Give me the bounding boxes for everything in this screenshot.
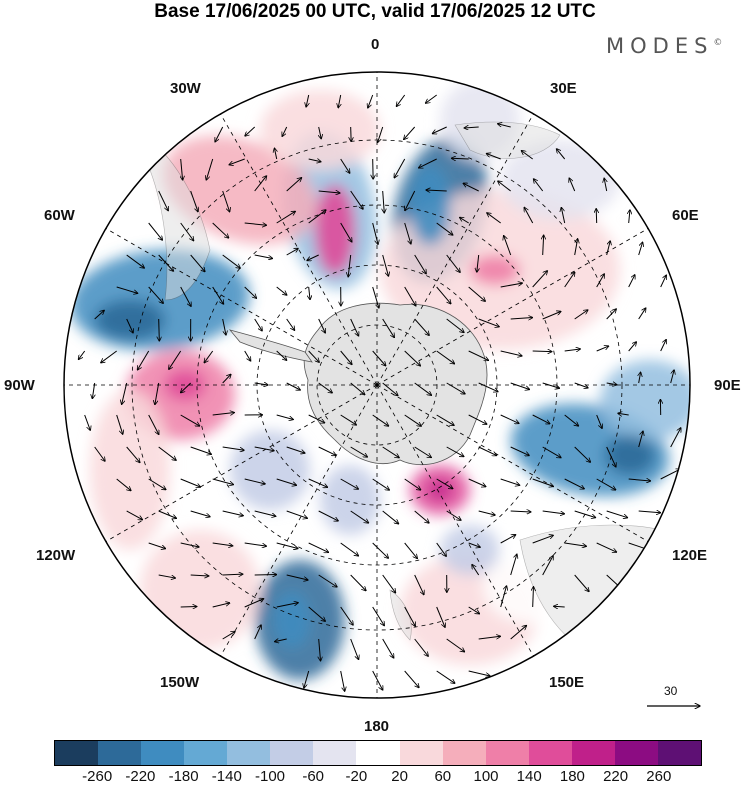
lon-label-120w: 120W [36,547,75,564]
anomaly-blob [320,465,380,535]
colorbar-segment [658,741,701,765]
wind-arrow [596,209,597,223]
lon-label-60w: 60W [44,207,75,224]
colorbar-segment [486,741,529,765]
colorbar-tick-label: 60 [434,768,451,785]
colorbar-tick-label: -220 [125,768,155,785]
colorbar-tick-label: -20 [346,768,368,785]
colorbar-segment [184,741,227,765]
lon-label-150e: 150E [549,674,584,691]
polar-map [0,0,750,735]
colorbar-segment [98,741,141,765]
colorbar-segment [572,741,615,765]
colorbar-tick-label: 100 [473,768,498,785]
anomaly-blob [140,530,260,650]
colorbar-tick-label: 140 [517,768,542,785]
colorbar-tick-label: 180 [560,768,585,785]
anomaly-blob [600,360,700,440]
anomaly-blob [260,90,380,170]
wind-arrow [159,319,160,341]
anomaly-blob [90,390,170,550]
anomaly-core [428,480,452,500]
colorbar-tick-label: -60 [302,768,324,785]
colorbar-tick-label: -100 [255,768,285,785]
anomaly-core [274,592,310,648]
colorbar-segment [55,741,98,765]
lon-label-30w: 30W [170,80,201,97]
colorbar-segment [141,741,184,765]
colorbar-tick-label: -140 [212,768,242,785]
lon-label-180: 180 [364,718,389,735]
anomaly-core [410,165,450,245]
colorbar [54,740,702,766]
colorbar-segment [227,741,270,765]
lon-label-90e: 90E [714,377,741,394]
lon-label-90w: 90W [4,377,35,394]
colorbar-segment [270,741,313,765]
colorbar-segment [529,741,572,765]
lon-label-150w: 150W [160,674,199,691]
colorbar-segment [356,741,399,765]
lon-label-60e: 60E [672,207,699,224]
colorbar-tick-label: 260 [646,768,671,785]
wind-arrow [533,351,552,352]
colorbar-ticks: -260 -220 -180 -140 -100 -60 -20 20 60 100 140 180 2… [0,768,750,784]
colorbar-tick-label: -180 [169,768,199,785]
colorbar-tick-label: -260 [82,768,112,785]
wind-scale-label: 30 [664,684,677,698]
colorbar-tick-label: 220 [603,768,628,785]
lon-label-30e: 30E [550,80,577,97]
anomaly-core [605,435,655,475]
colorbar-segment [400,741,443,765]
colorbar-segment [443,741,486,765]
lon-label-0: 0 [371,36,379,53]
colorbar-segment [313,741,356,765]
anomaly-core [95,300,165,340]
colorbar-segment [615,741,658,765]
anomaly-core [315,185,355,275]
anomaly-blob [230,430,310,510]
lon-label-120e: 120E [672,547,707,564]
colorbar-tick-label: 20 [391,768,408,785]
